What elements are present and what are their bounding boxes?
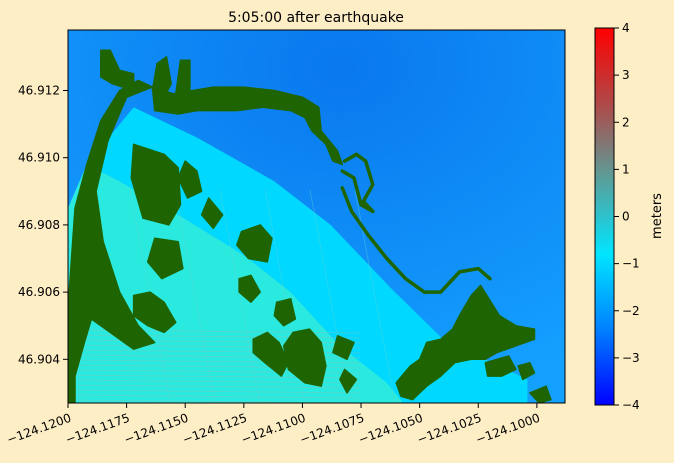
chart-title: 5:05:00 after earthquake bbox=[228, 10, 404, 26]
colorbar-tick-label: −4 bbox=[622, 398, 640, 412]
land-region bbox=[132, 291, 177, 334]
land-region bbox=[395, 284, 536, 401]
plot-area bbox=[68, 30, 565, 408]
colorbar-tick-label: −1 bbox=[622, 257, 640, 271]
land-layer bbox=[68, 49, 552, 403]
land-region bbox=[236, 224, 273, 263]
x-axis: −124.1200−124.1175−124.1150−124.1125−124… bbox=[5, 403, 542, 447]
land-region bbox=[339, 368, 358, 394]
y-tick-label: 46.912 bbox=[18, 83, 60, 97]
x-tick-label: −124.1000 bbox=[474, 411, 542, 447]
land-region bbox=[238, 274, 261, 303]
texture-line bbox=[309, 189, 351, 403]
land-region bbox=[273, 298, 297, 327]
colorbar: −4 −3 −2 −1 0 1 2 3 4 meters bbox=[594, 21, 665, 412]
texture-line bbox=[68, 389, 361, 394]
texture-line bbox=[68, 394, 361, 399]
x-tick-label: −124.1200 bbox=[5, 411, 73, 447]
x-tick-label: −124.1175 bbox=[64, 411, 132, 447]
x-tick-label: −124.1050 bbox=[357, 411, 425, 447]
y-tick-label: 46.906 bbox=[18, 285, 60, 299]
land-region bbox=[200, 197, 224, 230]
land-region bbox=[177, 160, 203, 199]
colorbar-ticks: −4 −3 −2 −1 0 1 2 3 4 bbox=[614, 21, 640, 412]
y-tick-label: 46.910 bbox=[18, 151, 60, 165]
land-region bbox=[146, 237, 184, 280]
texture-line bbox=[68, 405, 360, 408]
x-tick-label: −124.1025 bbox=[415, 411, 483, 447]
colorbar-tick-label: −3 bbox=[622, 351, 640, 365]
x-tick-label: −124.1150 bbox=[122, 411, 190, 447]
colorbar-tick-label: 3 bbox=[622, 68, 630, 82]
colorbar-body bbox=[594, 27, 615, 406]
colorbar-tick-label: −2 bbox=[622, 304, 640, 318]
y-tick-label: 46.908 bbox=[18, 218, 60, 232]
land-region bbox=[332, 335, 355, 361]
x-tick-label: −124.1100 bbox=[239, 411, 307, 447]
texture-line bbox=[68, 384, 361, 389]
texture-line bbox=[174, 189, 216, 403]
x-tick-label: −124.1125 bbox=[181, 411, 249, 447]
land-region bbox=[100, 49, 135, 92]
breakwater-line bbox=[340, 186, 492, 294]
breakwater-line bbox=[340, 152, 375, 214]
colorbar-tick-label: 0 bbox=[622, 210, 630, 224]
colorbar-tick-label: 1 bbox=[622, 162, 630, 176]
breakwater-layer bbox=[340, 152, 492, 294]
land-region bbox=[282, 328, 327, 387]
land-region bbox=[130, 143, 182, 226]
land-region bbox=[517, 361, 536, 381]
x-tick-label: −124.1075 bbox=[298, 411, 366, 447]
y-axis: 46.904 46.906 46.908 46.910 46.912 bbox=[18, 83, 68, 366]
land-region bbox=[484, 355, 517, 377]
land-region bbox=[68, 79, 156, 403]
texture-line bbox=[219, 189, 261, 403]
colorbar-tick-label: 2 bbox=[622, 115, 630, 129]
land-region bbox=[252, 331, 290, 377]
colorbar-tick-label: 4 bbox=[622, 21, 630, 35]
land-region bbox=[529, 385, 552, 403]
land-region bbox=[151, 86, 344, 166]
plot-frame bbox=[67, 29, 566, 404]
colorbar-label: meters bbox=[650, 193, 665, 239]
y-tick-label: 46.904 bbox=[18, 352, 60, 366]
